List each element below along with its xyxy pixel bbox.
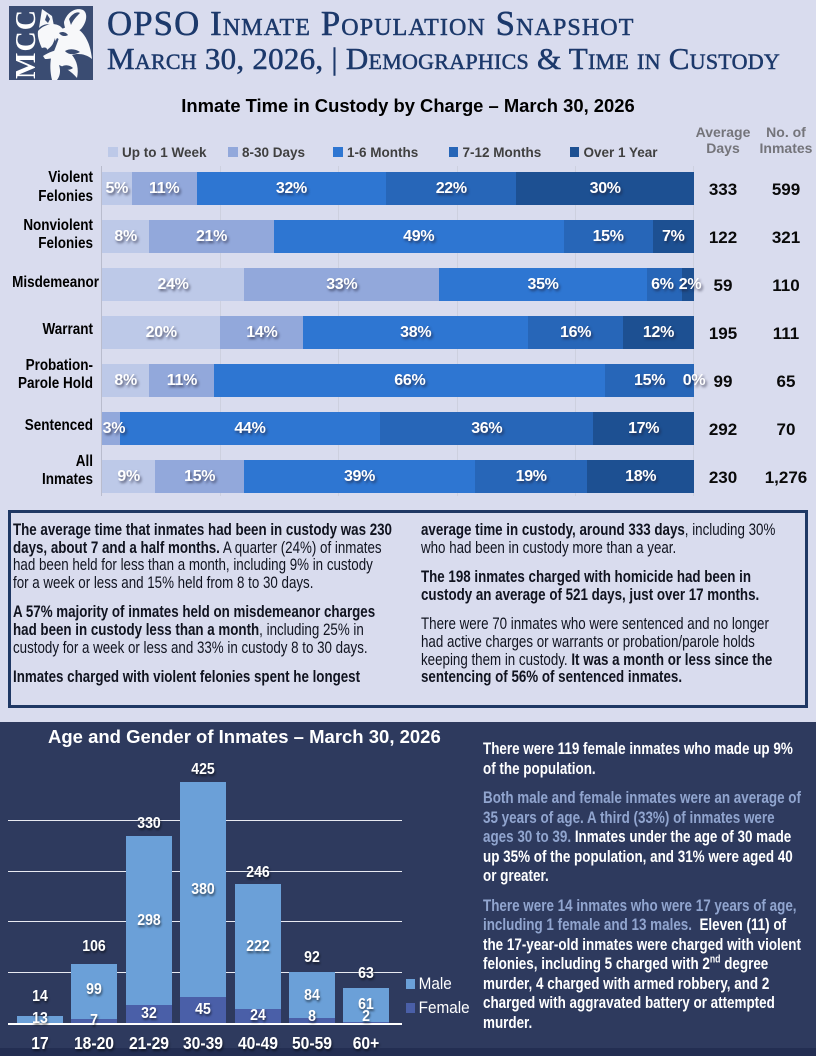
svg-text:MCC: MCC <box>11 10 42 79</box>
